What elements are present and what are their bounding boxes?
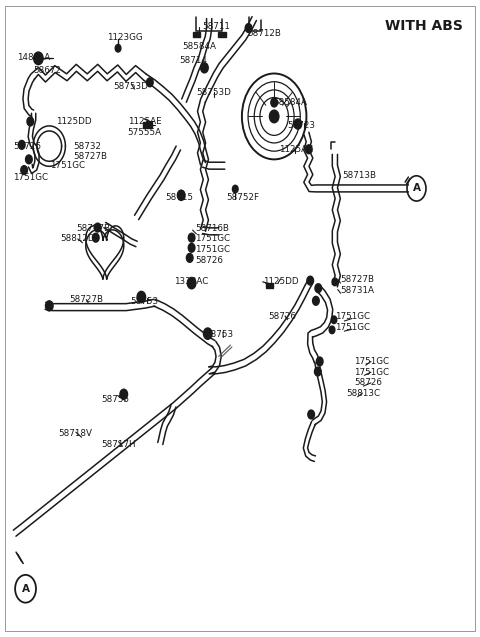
Circle shape — [188, 243, 195, 252]
Text: 1123GG: 1123GG — [107, 33, 143, 42]
Text: A: A — [22, 583, 30, 594]
Text: 1125AE: 1125AE — [128, 117, 161, 126]
Text: 1125DD: 1125DD — [56, 117, 92, 126]
Text: 58726: 58726 — [354, 378, 382, 387]
Text: 1751GC: 1751GC — [195, 245, 230, 254]
Circle shape — [18, 140, 25, 149]
Circle shape — [188, 233, 195, 242]
Circle shape — [316, 357, 323, 366]
Text: 58715: 58715 — [165, 193, 193, 202]
Text: 58727B: 58727B — [69, 295, 103, 304]
Circle shape — [332, 278, 338, 285]
Bar — [266, 282, 273, 287]
Circle shape — [294, 119, 301, 129]
Text: 58712B: 58712B — [248, 29, 281, 38]
Text: 58755: 58755 — [101, 395, 130, 404]
Text: 58584A: 58584A — [182, 43, 216, 52]
Circle shape — [178, 190, 185, 201]
Circle shape — [187, 278, 196, 289]
Text: 1338AC: 1338AC — [174, 277, 208, 287]
Circle shape — [115, 45, 121, 52]
Circle shape — [93, 233, 99, 242]
Text: 58717H: 58717H — [101, 440, 136, 448]
Bar — [218, 32, 226, 37]
Text: 58731A: 58731A — [341, 285, 374, 294]
Text: 58713B: 58713B — [342, 171, 376, 180]
Text: 58718V: 58718V — [59, 429, 93, 438]
Text: WITH ABS: WITH ABS — [385, 18, 463, 32]
Text: 58753D: 58753D — [113, 82, 148, 90]
Text: 58711: 58711 — [202, 22, 230, 31]
Circle shape — [315, 283, 322, 292]
Circle shape — [21, 166, 27, 175]
Text: 58714: 58714 — [179, 56, 207, 65]
Circle shape — [312, 296, 319, 305]
Circle shape — [331, 316, 337, 324]
Text: 1125AC: 1125AC — [279, 145, 313, 154]
Text: 1751GC: 1751GC — [354, 357, 389, 366]
Circle shape — [95, 223, 101, 232]
Text: 1751GC: 1751GC — [13, 173, 48, 182]
Text: 58812D: 58812D — [60, 234, 96, 243]
Circle shape — [204, 328, 212, 340]
Text: 58727B: 58727B — [73, 152, 107, 161]
Text: 58753: 58753 — [130, 297, 158, 306]
Circle shape — [271, 98, 277, 107]
Text: 58726: 58726 — [13, 141, 41, 150]
Text: 1751GC: 1751GC — [195, 234, 230, 243]
Text: 1751GC: 1751GC — [335, 312, 370, 321]
Text: 58727B: 58727B — [341, 275, 374, 284]
Text: 57555A: 57555A — [128, 128, 162, 137]
Text: A: A — [412, 183, 420, 194]
Text: 1751GC: 1751GC — [354, 368, 389, 376]
Text: 58732: 58732 — [73, 141, 101, 150]
Circle shape — [27, 117, 34, 126]
Text: 58753D: 58753D — [196, 88, 231, 97]
Text: 58723: 58723 — [288, 121, 315, 130]
Circle shape — [269, 110, 279, 123]
Circle shape — [178, 190, 184, 199]
Circle shape — [232, 185, 238, 193]
Text: 58726: 58726 — [195, 256, 223, 265]
Text: 1489LA: 1489LA — [17, 54, 50, 62]
Circle shape — [305, 145, 312, 154]
Circle shape — [25, 155, 32, 164]
Bar — [143, 122, 152, 129]
Circle shape — [201, 63, 208, 73]
Circle shape — [46, 301, 53, 311]
Text: 58726: 58726 — [268, 312, 296, 321]
Circle shape — [314, 367, 321, 376]
Text: 58727B: 58727B — [76, 224, 110, 233]
Text: 1125DD: 1125DD — [263, 277, 299, 287]
Text: 58813C: 58813C — [346, 389, 381, 398]
Circle shape — [137, 291, 145, 303]
Circle shape — [146, 78, 153, 87]
Circle shape — [308, 410, 314, 419]
Bar — [193, 32, 200, 37]
Text: 1751GC: 1751GC — [335, 323, 370, 332]
Circle shape — [120, 389, 128, 399]
Text: 58584A: 58584A — [273, 98, 307, 107]
Circle shape — [329, 326, 335, 334]
Circle shape — [245, 24, 252, 32]
Text: 58716B: 58716B — [195, 224, 229, 233]
Circle shape — [186, 254, 193, 262]
Text: 58752F: 58752F — [227, 193, 260, 202]
Text: 58672: 58672 — [34, 66, 61, 75]
Text: 1751GC: 1751GC — [50, 161, 85, 170]
Text: 58753: 58753 — [205, 331, 233, 340]
Circle shape — [34, 52, 43, 65]
Circle shape — [307, 276, 313, 285]
